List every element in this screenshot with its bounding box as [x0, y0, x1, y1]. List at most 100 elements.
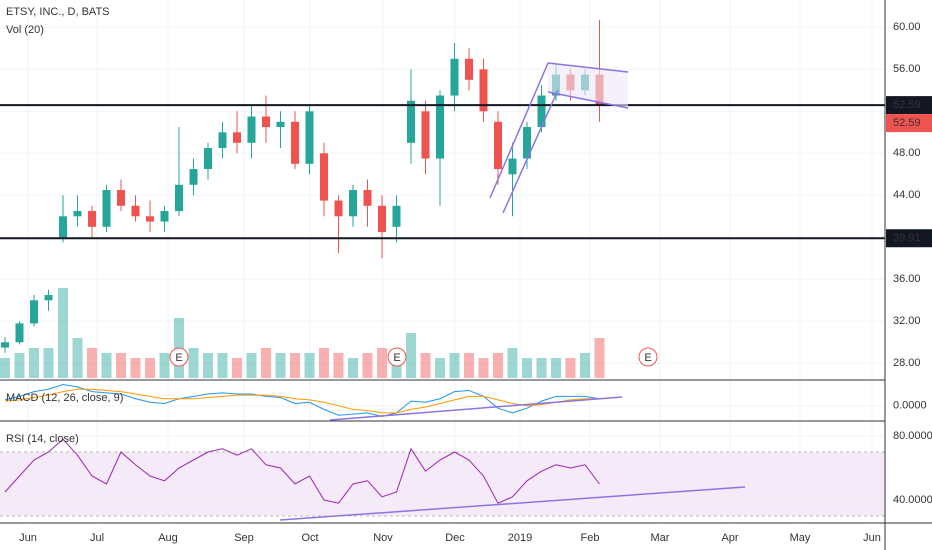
candle-body	[465, 58, 473, 80]
candle-body	[30, 300, 38, 324]
last-price-box	[886, 114, 932, 133]
volume-bar	[217, 353, 228, 378]
candle-body	[102, 190, 111, 227]
volume-bar	[319, 348, 329, 378]
x-tick-label: Dec	[445, 532, 465, 544]
x-tick-label: Sep	[234, 532, 254, 544]
chart-title: ETSY, INC., D, BATS	[6, 6, 110, 18]
volume-bar	[188, 348, 199, 378]
earnings-marker	[638, 347, 658, 367]
candle-body	[204, 148, 212, 170]
candle-body	[363, 190, 372, 206]
y-tick-label: 48.00	[893, 147, 921, 159]
candle-body	[175, 184, 183, 212]
volume-bar	[304, 353, 315, 378]
trend-line	[547, 91, 629, 109]
level-label-box	[886, 229, 932, 248]
candle-body	[349, 190, 357, 217]
candle-body	[262, 116, 270, 128]
macd-title: MACD (12, 26, close, 9)	[6, 392, 123, 404]
volume-bar	[130, 358, 141, 378]
y-tick-label: 0.0000	[893, 400, 927, 412]
candle-body	[189, 169, 198, 185]
x-tick-label: Jun	[863, 532, 881, 544]
y-tick-label: 44.00	[893, 189, 921, 201]
candle-body	[479, 69, 488, 112]
x-tick-label: Aug	[158, 532, 178, 544]
volume-bar	[116, 353, 126, 378]
indicator-line	[4, 388, 600, 414]
plot: Jun Jul Aug Sep Oct Nov Dec 2019 Feb Mar Apr May Jun…	[0, 19, 932, 544]
volume-bar	[0, 358, 10, 378]
candle-body	[320, 153, 328, 201]
candle-body	[233, 132, 241, 143]
candle-body	[305, 111, 314, 164]
volume-bar	[333, 353, 344, 378]
trend-line	[489, 62, 549, 199]
volume-bar	[203, 353, 213, 378]
volume-bar	[261, 348, 271, 378]
volume-bar	[551, 358, 561, 378]
rsi-title: RSI (14, close)	[6, 433, 79, 445]
candle-body	[276, 121, 285, 128]
candle-body	[494, 121, 502, 170]
volume-bar	[565, 358, 576, 378]
x-tick-label: Jun	[19, 532, 37, 544]
x-tick-label: 2019	[508, 532, 532, 544]
earnings-label: E	[393, 352, 400, 364]
volume-bar	[43, 348, 54, 378]
candle-body	[508, 158, 517, 175]
volume-bar	[29, 348, 39, 378]
volume-bar	[145, 358, 155, 378]
candle-body	[421, 111, 430, 159]
volume-bar	[449, 353, 460, 378]
y-tick-label: 36.00	[893, 273, 921, 285]
candle-body	[218, 132, 227, 149]
volume-bar	[420, 353, 431, 378]
volume-bar	[72, 338, 83, 378]
volume-bar	[159, 353, 170, 378]
earnings-marker	[169, 347, 189, 367]
trend-line	[547, 62, 629, 73]
candle-body	[59, 216, 67, 238]
y-tick-label: 56.00	[893, 63, 921, 75]
x-tick-label: Oct	[301, 532, 318, 544]
volume-bar	[275, 353, 286, 378]
volume-bar	[246, 353, 257, 378]
volume-bar	[435, 358, 445, 378]
candle-body	[44, 295, 53, 301]
candle-body	[378, 205, 386, 233]
candle-body	[146, 216, 154, 222]
indicator-line	[4, 438, 600, 504]
volume-label: Vol (20)	[6, 24, 44, 36]
volume-bar	[87, 348, 97, 378]
candle-body	[117, 190, 125, 206]
level-label: 39.91	[893, 232, 921, 244]
candle-body	[436, 95, 444, 159]
volume-bar	[478, 358, 489, 378]
x-tick-label: Nov	[373, 532, 393, 544]
candle-body	[88, 211, 96, 227]
earnings-marker	[387, 347, 407, 367]
volume-bar	[507, 348, 518, 378]
candle-body	[450, 58, 459, 96]
x-tick-label: Jul	[90, 532, 104, 544]
candle-body	[15, 323, 24, 343]
y-tick-label: 40.0000	[893, 494, 932, 506]
candle-body	[334, 200, 343, 217]
last-price-label: 52.59	[893, 117, 921, 129]
volume-bar	[464, 353, 474, 378]
candle-body	[73, 211, 82, 217]
candle-body	[392, 205, 401, 227]
y-tick-label: 80.0000	[893, 430, 932, 442]
x-tick-label: Apr	[721, 532, 738, 544]
volume-bar	[58, 288, 68, 378]
candle-body	[537, 95, 546, 128]
candle-body	[160, 211, 169, 222]
level-label: 52.59	[893, 99, 921, 111]
trend-line	[329, 396, 623, 421]
y-tick-label: 32.00	[893, 315, 921, 327]
candle-body	[407, 100, 415, 143]
